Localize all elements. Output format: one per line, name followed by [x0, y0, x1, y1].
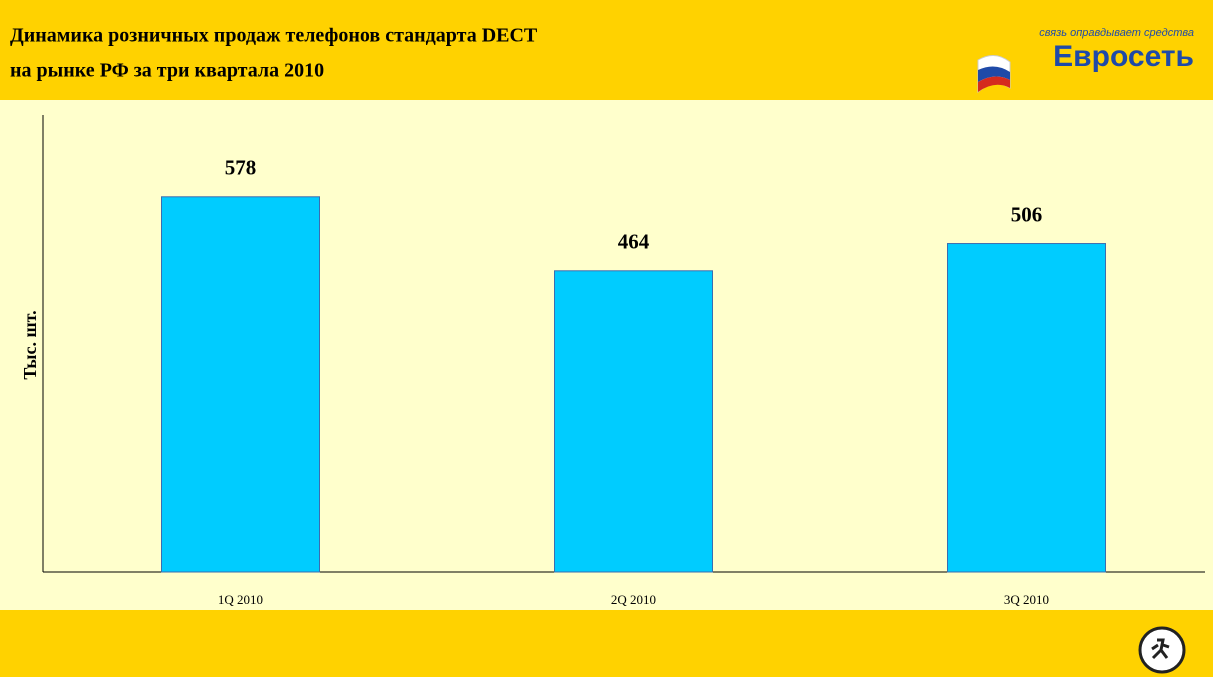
- data-label: 464: [618, 230, 650, 254]
- logo: связь оправдывает средства Евросеть: [977, 27, 1194, 94]
- bar: [947, 243, 1106, 573]
- data-label: 506: [1011, 202, 1043, 226]
- bar: [554, 270, 713, 573]
- header-band: [0, 0, 1213, 100]
- logo-name: Евросеть: [1053, 40, 1194, 73]
- logo-tagline: связь оправдывает средства: [1039, 27, 1194, 39]
- x-tick-label: 2Q 2010: [611, 592, 656, 607]
- icon-figure: [1151, 638, 1170, 660]
- footer-icon: [1138, 626, 1186, 674]
- bar: [161, 196, 320, 573]
- chart-title: Динамика розничных продаж телефонов стан…: [10, 25, 538, 47]
- chart-title: на рынке РФ за три квартала 2010: [10, 60, 324, 82]
- x-tick-label: 1Q 2010: [218, 592, 263, 607]
- x-tick-label: 3Q 2010: [1004, 592, 1049, 607]
- footer-band: [0, 610, 1213, 677]
- y-axis-label: Тыс. шт.: [20, 310, 40, 379]
- data-label: 578: [225, 156, 257, 180]
- flag-stripe: [978, 66, 1010, 82]
- flag-stripe: [978, 76, 1010, 92]
